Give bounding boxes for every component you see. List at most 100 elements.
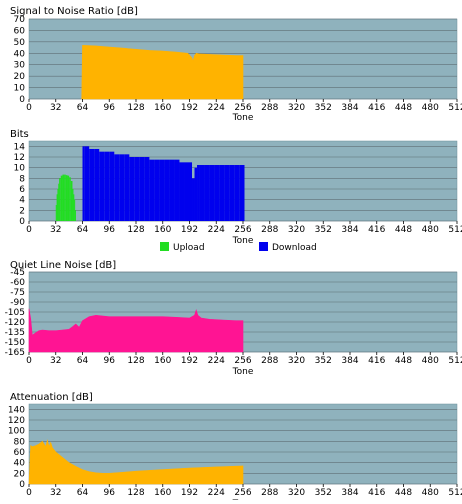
chart-2-x-tick-label: 192 <box>181 356 198 366</box>
chart-2-x-tick-label: 384 <box>341 356 358 366</box>
chart-1-series-1-bar <box>192 178 195 221</box>
chart-1-x-tick-label: 192 <box>181 225 198 235</box>
chart-1-series-1-bar <box>239 165 243 221</box>
chart-0-y-tick-label: 20 <box>14 72 26 82</box>
chart-1-x-tick-label: 480 <box>422 225 439 235</box>
chart-1-series-1-bar <box>184 162 190 221</box>
chart-0-x-tick-label: 288 <box>261 103 278 113</box>
chart-2-x-tick-label: 416 <box>368 356 385 366</box>
chart-3-x-tick-label: 288 <box>261 488 278 498</box>
legend-label-1: Download <box>272 243 317 253</box>
chart-2-x-tick-label: 32 <box>50 356 61 366</box>
chart-1-series-0-bar <box>70 181 73 221</box>
chart-0-y-tick-label: 40 <box>14 49 26 59</box>
chart-3-x-tick-label: 352 <box>315 488 332 498</box>
chart-0-x-tick-label: 480 <box>422 103 439 113</box>
chart-1-y-tick-label: 4 <box>19 196 25 206</box>
chart-2-y-tick-label: -165 <box>5 348 25 358</box>
chart-1-series-1-bar <box>119 154 125 221</box>
chart-1-series-1-bar <box>224 165 230 221</box>
chart-0-x-axis-label: Tone <box>232 113 254 123</box>
chart-1-series-1-bar <box>204 165 210 221</box>
chart-1-series-1-bar <box>129 157 135 221</box>
chart-2-x-tick-label: 64 <box>77 356 89 366</box>
chart-1-series-1-bar <box>243 165 245 221</box>
chart-1-series-0-bar <box>74 210 76 221</box>
chart-0-y-tick-label: 0 <box>19 95 25 105</box>
chart-3-y-tick-label: 100 <box>8 427 25 437</box>
chart-1-x-tick-label: 288 <box>261 225 278 235</box>
chart-1-series-1-bar <box>169 159 175 221</box>
chart-3-x-tick-label: 256 <box>234 488 251 498</box>
chart-3-x-tick-label: 512 <box>448 488 462 498</box>
chart-1-y-tick-label: 12 <box>14 153 25 163</box>
chart-0-y-tick-label: 70 <box>14 15 26 25</box>
chart-1-x-tick-label: 256 <box>234 225 251 235</box>
chart-2-x-tick-label: 96 <box>104 356 116 366</box>
chart-0-x-tick-label: 192 <box>181 103 198 113</box>
chart-1-series-0-bar <box>59 178 61 221</box>
chart-1-series-1-bar <box>199 165 205 221</box>
chart-2-y-tick-label: -60 <box>10 278 25 288</box>
chart-1-x-tick-label: 320 <box>288 225 305 235</box>
chart-2-x-tick-label: 320 <box>288 356 305 366</box>
chart-0-y-tick-label: 30 <box>14 61 26 71</box>
chart-2-title: Quiet Line Noise [dB] <box>10 260 116 271</box>
chart-1-series-0-bar <box>67 175 70 221</box>
chart-0-x-tick-label: 448 <box>395 103 412 113</box>
chart-2-y-tick-label: -45 <box>10 268 25 278</box>
legend-swatch-0 <box>160 242 169 251</box>
chart-1-series-0-bar <box>65 175 68 221</box>
chart-3-x-tick-label: 416 <box>368 488 385 498</box>
chart-3-y-tick-label: 140 <box>8 405 25 415</box>
chart-1-series-1-bar <box>144 157 150 221</box>
chart-0-y-tick-label: 60 <box>14 26 26 36</box>
chart-1-series-1-bar <box>159 159 165 221</box>
chart-1-series-0-bar <box>64 174 66 221</box>
chart-0-x-tick-label: 64 <box>77 103 89 113</box>
chart-2-y-tick-label: -150 <box>5 338 26 348</box>
chart-1-series-0-bar <box>74 199 76 221</box>
chart-1-series-0-bar <box>69 177 71 221</box>
chart-2-x-tick-label: 448 <box>395 356 412 366</box>
chart-1-series-0-bar <box>58 183 60 221</box>
chart-3-x-tick-label: 0 <box>26 488 32 498</box>
chart-3-x-tick-label: 128 <box>127 488 144 498</box>
chart-0-x-tick-label: 32 <box>50 103 61 113</box>
chart-1-series-0-bar <box>72 189 74 221</box>
chart-2-series-0-area <box>28 308 244 353</box>
chart-2-x-tick-label: 352 <box>315 356 332 366</box>
chart-1-x-tick-label: 64 <box>77 225 89 235</box>
chart-1-series-1-bar <box>114 154 120 221</box>
chart-1-y-tick-label: 10 <box>14 164 26 174</box>
chart-1-series-0-bar <box>56 194 58 221</box>
legend-label-0: Upload <box>173 243 205 253</box>
chart-1-series-1-bar <box>82 146 85 221</box>
chart-1-series-1-bar <box>84 146 90 221</box>
chart-1-series-0-bar <box>57 189 59 221</box>
chart-2-x-tick-label: 288 <box>261 356 278 366</box>
chart-0-x-tick-label: 128 <box>127 103 144 113</box>
chart-1-series-1-bar <box>139 157 145 221</box>
chart-3-y-tick-label: 20 <box>14 469 26 479</box>
chart-1-x-tick-label: 352 <box>315 225 332 235</box>
chart-3-x-tick-label: 448 <box>395 488 412 498</box>
chart-1-y-tick-label: 0 <box>19 217 25 227</box>
chart-1-x-tick-label: 384 <box>341 225 358 235</box>
chart-1-series-1-bar <box>214 165 220 221</box>
chart-3-x-tick-label: 192 <box>181 488 198 498</box>
chart-1-y-tick-label: 8 <box>19 174 25 184</box>
chart-2-y-tick-label: -75 <box>10 288 25 298</box>
chart-2-x-tick-label: 160 <box>154 356 171 366</box>
chart-0-x-tick-label: 512 <box>448 103 462 113</box>
chart-1-series-1-bar <box>197 165 200 221</box>
chart-1-series-1-bar <box>164 159 170 221</box>
chart-3-y-tick-label: 40 <box>14 459 26 469</box>
chart-0-x-tick-label: 352 <box>315 103 332 113</box>
chart-1-title: Bits <box>10 129 29 140</box>
chart-1-y-tick-label: 14 <box>14 142 26 152</box>
chart-3-y-tick-label: 0 <box>19 480 25 490</box>
chart-3-x-tick-label: 160 <box>154 488 171 498</box>
chart-1-series-1-bar <box>229 165 235 221</box>
